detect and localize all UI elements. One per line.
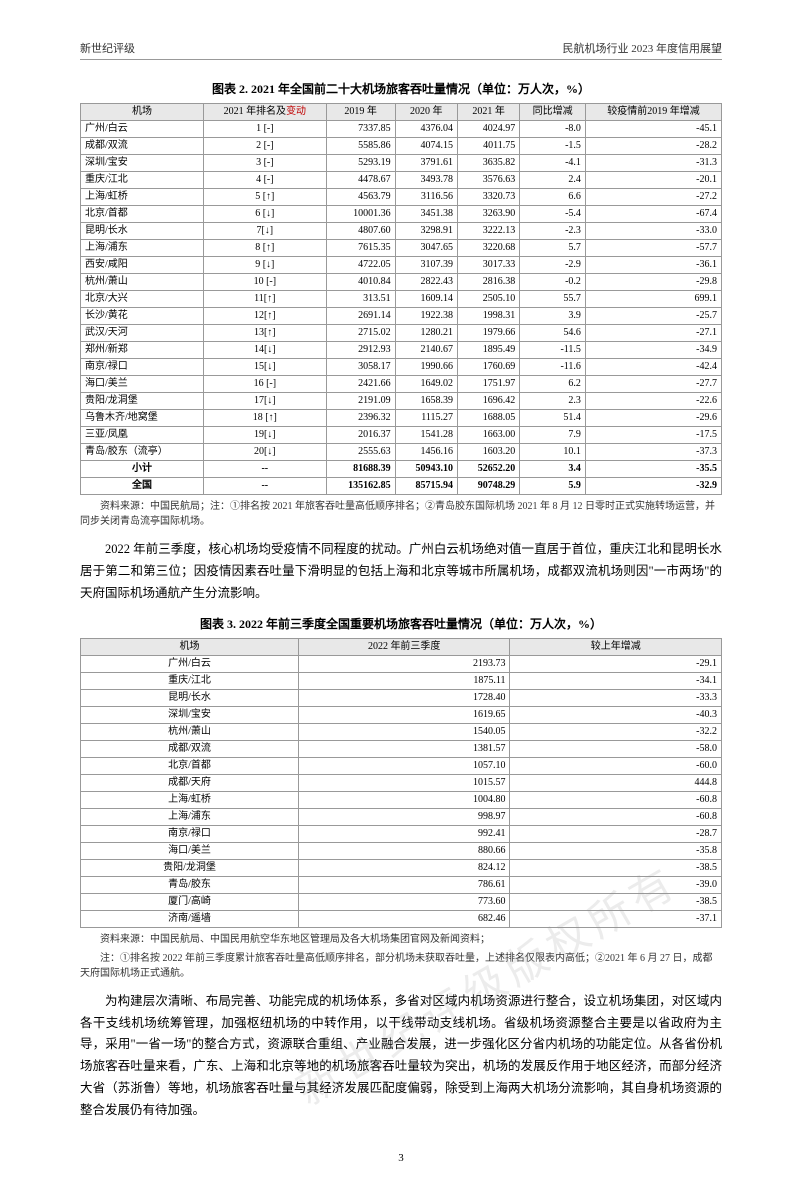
table-row: 贵阳/龙洞堡17[↓]2191.091658.391696.422.3-22.6 xyxy=(81,393,722,410)
table-row: 乌鲁木齐/地窝堡18 [↑]2396.321115.271688.0551.4-… xyxy=(81,410,722,427)
table-row: 杭州/萧山10 [-]4010.842822.432816.38-0.2-29.… xyxy=(81,274,722,291)
table1: 机场 2021 年排名及变动 2019 年 2020 年 2021 年 同比增减… xyxy=(80,103,722,495)
table-row: 南京/禄口15[↓]3058.171990.661760.69-11.6-42.… xyxy=(81,359,722,376)
t1-h6: 较疫情前2019 年增减 xyxy=(585,104,721,121)
table-row: 郑州/新郑14[↓]2912.932140.671895.49-11.5-34.… xyxy=(81,342,722,359)
table-row: 北京/大兴11[↑]313.511609.142505.1055.7699.1 xyxy=(81,291,722,308)
table-row: 海口/美兰16 [-]2421.661649.021751.976.2-27.7 xyxy=(81,376,722,393)
table2: 机场 2022 年前三季度 较上年增减 广州/白云2193.73-29.1重庆/… xyxy=(80,638,722,928)
t2-h2: 较上年增减 xyxy=(510,638,722,655)
table-row: 北京/首都6 [↓]10001.363451.383263.90-5.4-67.… xyxy=(81,206,722,223)
table-row: 深圳/宝安1619.65-40.3 xyxy=(81,706,722,723)
table-row: 成都/天府1015.57444.8 xyxy=(81,774,722,791)
table-row: 深圳/宝安3 [-]5293.193791.613635.82-4.1-31.3 xyxy=(81,155,722,172)
t1-h2: 2019 年 xyxy=(326,104,395,121)
t2-h0: 机场 xyxy=(81,638,299,655)
table1-source: 资料来源：中国民航局；注：①排名按 2021 年旅客吞吐量高低顺序排名；②青岛胶… xyxy=(80,499,722,529)
table-row: 昆明/长水1728.40-33.3 xyxy=(81,689,722,706)
table-row: 长沙/黄花12[↑]2691.141922.381998.313.9-25.7 xyxy=(81,308,722,325)
table-row: 三亚/凤凰19[↓]2016.371541.281663.007.9-17.5 xyxy=(81,427,722,444)
table-row-subtotal: 小计--81688.3950943.1052652.203.4-35.5 xyxy=(81,461,722,478)
header-left: 新世纪评级 xyxy=(80,40,135,56)
table-row: 济南/遥墙682.46-37.1 xyxy=(81,910,722,927)
table1-title: 图表 2. 2021 年全国前二十大机场旅客吞吐量情况（单位：万人次，%） xyxy=(80,80,722,97)
page-number: 3 xyxy=(80,1152,722,1164)
table2-source2: 注：①排名按 2022 年前三季度累计旅客吞吐量高低顺序排名，部分机场未获取吞吐… xyxy=(80,951,722,981)
table-row: 上海/浦东8 [↑]7615.353047.653220.685.7-57.7 xyxy=(81,240,722,257)
table-row: 厦门/高崎773.60-38.5 xyxy=(81,893,722,910)
table-row: 南京/禄口992.41-28.7 xyxy=(81,825,722,842)
table-row: 成都/双流2 [-]5585.864074.154011.75-1.5-28.2 xyxy=(81,138,722,155)
table-row: 昆明/长水7[↓]4807.603298.913222.13-2.3-33.0 xyxy=(81,223,722,240)
table-row: 上海/虹桥1004.80-60.8 xyxy=(81,791,722,808)
table-row: 广州/白云1 [-]7337.854376.044024.97-8.0-45.1 xyxy=(81,121,722,138)
table-row: 成都/双流1381.57-58.0 xyxy=(81,740,722,757)
t1-h3: 2020 年 xyxy=(395,104,457,121)
table-row: 西安/咸阳9 [↓]4722.053107.393017.33-2.9-36.1 xyxy=(81,257,722,274)
table-row: 武汉/天河13[↑]2715.021280.211979.6654.6-27.1 xyxy=(81,325,722,342)
table-row: 海口/美兰880.66-35.8 xyxy=(81,842,722,859)
table-row: 杭州/萧山1540.05-32.2 xyxy=(81,723,722,740)
table-row: 北京/首都1057.10-60.0 xyxy=(81,757,722,774)
table-row: 青岛/胶东786.61-39.0 xyxy=(81,876,722,893)
paragraph-2: 为构建层次清晰、布局完善、功能完成的机场体系，多省对区域内机场资源进行整合，设立… xyxy=(80,991,722,1122)
table-row: 贵阳/龙洞堡824.12-38.5 xyxy=(81,859,722,876)
paragraph-1: 2022 年前三季度，核心机场均受疫情不同程度的扰动。广州白云机场绝对值一直居于… xyxy=(80,539,722,605)
t2-h1: 2022 年前三季度 xyxy=(298,638,510,655)
t1-h5: 同比增减 xyxy=(520,104,586,121)
table-row: 上海/浦东998.97-60.8 xyxy=(81,808,722,825)
table-row: 广州/白云2193.73-29.1 xyxy=(81,655,722,672)
table2-source1: 资料来源：中国民航局、中国民用航空华东地区管理局及各大机场集团官网及新闻资料； xyxy=(80,932,722,947)
table-row: 重庆/江北1875.11-34.1 xyxy=(81,672,722,689)
t1-h0: 机场 xyxy=(81,104,204,121)
table2-title: 图表 3. 2022 年前三季度全国重要机场旅客吞吐量情况（单位：万人次，%） xyxy=(80,615,722,632)
t1-h4: 2021 年 xyxy=(457,104,519,121)
header-right: 民航机场行业 2023 年度信用展望 xyxy=(563,40,723,56)
table-row-total: 全国--135162.8585715.9490748.295.9-32.9 xyxy=(81,478,722,495)
t1-h1: 2021 年排名及变动 xyxy=(204,104,327,121)
table-row: 青岛/胶东（流亭）20[↓]2555.631456.161603.2010.1-… xyxy=(81,444,722,461)
table-row: 上海/虹桥5 [↑]4563.793116.563320.736.6-27.2 xyxy=(81,189,722,206)
page-header: 新世纪评级 民航机场行业 2023 年度信用展望 xyxy=(80,40,722,60)
table-row: 重庆/江北4 [-]4478.673493.783576.632.4-20.1 xyxy=(81,172,722,189)
